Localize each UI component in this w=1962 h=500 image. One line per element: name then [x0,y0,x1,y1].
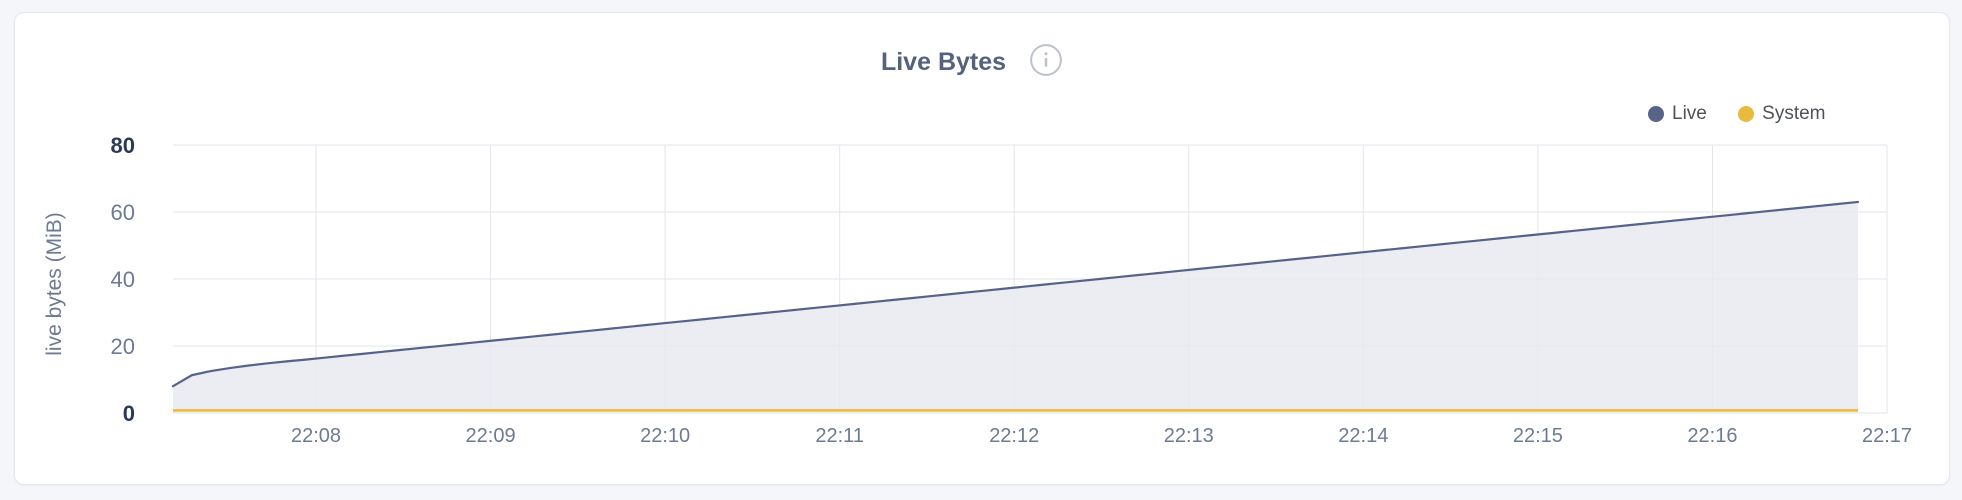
svg-text:22:09: 22:09 [466,425,516,447]
svg-text:22:13: 22:13 [1164,425,1214,447]
svg-text:80: 80 [111,133,135,158]
svg-text:22:11: 22:11 [815,425,864,447]
svg-text:22:12: 22:12 [989,425,1039,447]
svg-text:22:16: 22:16 [1687,425,1737,447]
svg-text:60: 60 [111,200,135,225]
svg-text:22:10: 22:10 [640,425,690,447]
svg-text:live bytes (MiB): live bytes (MiB) [43,212,66,356]
svg-text:22:08: 22:08 [291,425,341,447]
svg-text:22:15: 22:15 [1513,425,1563,447]
svg-text:22:17: 22:17 [1862,425,1912,447]
svg-text:20: 20 [111,334,135,359]
svg-text:22:14: 22:14 [1338,425,1388,447]
svg-text:0: 0 [123,401,135,426]
svg-text:40: 40 [111,267,135,292]
